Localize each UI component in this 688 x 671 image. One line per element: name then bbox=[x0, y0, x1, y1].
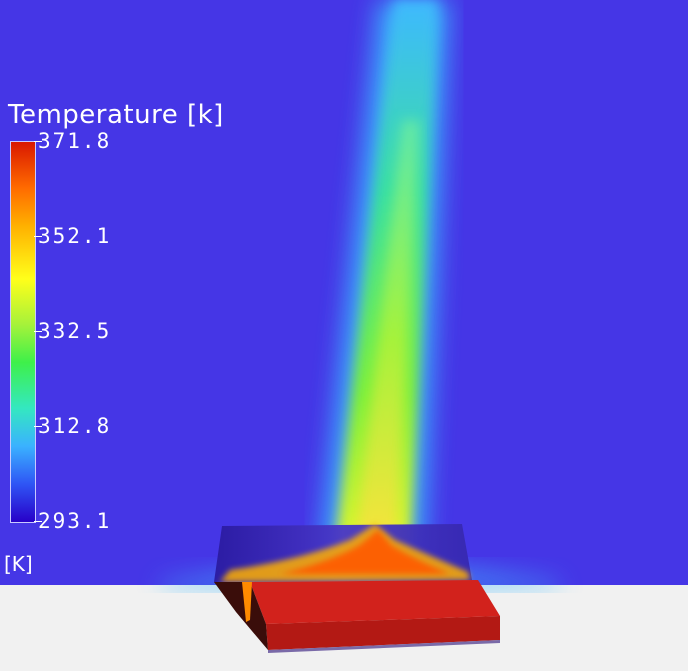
legend-tick-label: 352.1 bbox=[38, 224, 112, 248]
heated-block-front bbox=[266, 616, 500, 650]
block-top-heat-core bbox=[280, 530, 450, 574]
legend-tick bbox=[34, 141, 42, 142]
legend-tick bbox=[34, 236, 42, 237]
heating-strip bbox=[242, 582, 252, 622]
plume-core bbox=[354, 120, 420, 560]
heated-block-side bbox=[214, 582, 268, 650]
legend-tick-label: 332.5 bbox=[38, 319, 112, 343]
heated-block-top bbox=[250, 580, 500, 624]
color-scale-bar bbox=[10, 141, 36, 523]
legend-tick bbox=[34, 331, 42, 332]
legend-tick-label: 312.8 bbox=[38, 414, 112, 438]
legend-tick-label-max: 371.8 bbox=[38, 129, 112, 153]
legend-unit-label: [K] bbox=[4, 552, 33, 576]
legend-tick-label-min: 293.1 bbox=[38, 509, 112, 533]
legend-tick bbox=[34, 426, 42, 427]
legend-title: Temperature [k] bbox=[8, 100, 224, 130]
block-base bbox=[268, 640, 500, 653]
legend-tick bbox=[34, 521, 42, 522]
